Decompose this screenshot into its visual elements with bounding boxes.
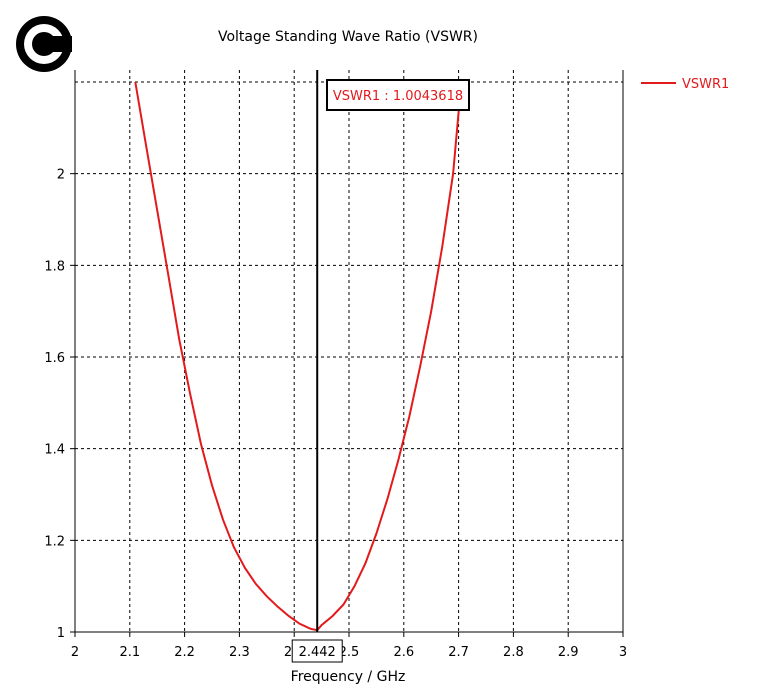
legend: VSWR1 <box>641 77 729 92</box>
y-tick-label: 1.2 <box>44 534 65 549</box>
marker-annotation-text: VSWR1 : 1.0043618 <box>333 89 463 104</box>
x-tick-label: 2.5 <box>339 645 360 660</box>
x-tick-labels: 22.12.22.32.42.52.62.72.82.93 <box>71 645 627 660</box>
x-tick-label: 2.3 <box>229 645 250 660</box>
x-tick-label: 2.9 <box>558 645 579 660</box>
y-tick-label: 1 <box>57 626 65 641</box>
legend-label: VSWR1 <box>682 77 729 92</box>
x-tick-label: 2.7 <box>448 645 469 660</box>
marker-annotation-box <box>326 79 470 111</box>
marker-x-label: 2.442 <box>299 645 336 660</box>
marker-x-box <box>291 639 343 663</box>
y-tick-label: 1.8 <box>44 259 65 274</box>
x-tick-label: 2.1 <box>119 645 140 660</box>
copyright-logo-icon <box>16 16 72 72</box>
marker-group: 2.442 VSWR1 : 1.0043618 <box>291 70 470 663</box>
chart-series <box>134 81 463 632</box>
x-tick-label: 2 <box>71 645 79 660</box>
x-axis-label: Frequency / GHz <box>291 669 406 685</box>
y-tick-labels: 1 1.2 1.4 1.6 1.8 2 <box>44 168 65 641</box>
chart-grid <box>75 70 623 632</box>
chart-axes <box>70 70 624 637</box>
x-tick-label: 2.2 <box>174 645 195 660</box>
y-tick-label: 1.6 <box>44 351 65 366</box>
copyright-logo-gap <box>44 36 72 52</box>
chart-title: Voltage Standing Wave Ratio (VSWR) <box>218 29 478 45</box>
series-line-vswr1 <box>134 81 463 632</box>
x-tick-label: 2.8 <box>503 645 524 660</box>
x-tick-label: 2.6 <box>393 645 414 660</box>
y-tick-label: 1.4 <box>44 443 65 458</box>
y-tick-label: 2 <box>57 168 65 183</box>
x-tick-label: 3 <box>619 645 627 660</box>
